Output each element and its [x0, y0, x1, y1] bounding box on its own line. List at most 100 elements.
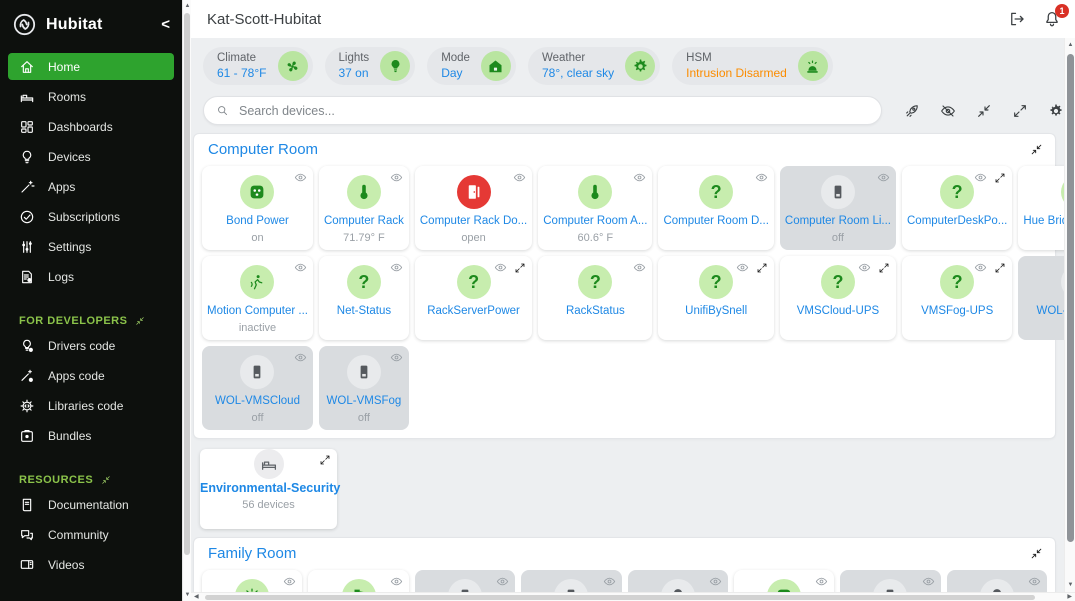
sidebar-item-videos[interactable]: Videos: [8, 551, 174, 578]
expand-icon[interactable]: [878, 262, 890, 274]
device-tile-bond-power[interactable]: Bond Power on: [202, 166, 313, 250]
expand-icon[interactable]: [1012, 103, 1028, 119]
sidebar-collapse-button[interactable]: <: [161, 16, 170, 33]
device-tile[interactable]: [946, 570, 1047, 593]
scroll-up-arrow-icon[interactable]: ▲: [1067, 42, 1074, 48]
device-tile[interactable]: [627, 570, 728, 593]
device-name[interactable]: WOL-Putteroom: [1036, 305, 1064, 317]
device-name[interactable]: Computer Room A...: [543, 215, 648, 227]
device-tile[interactable]: [308, 570, 409, 593]
device-tile[interactable]: [414, 570, 516, 593]
main-horizontal-scrollbar[interactable]: ◀ ▶: [191, 592, 1075, 601]
device-tile-unifibysnell[interactable]: ? UnifiBySnell: [658, 256, 774, 340]
expand-icon[interactable]: [994, 172, 1006, 184]
scroll-down-arrow-icon[interactable]: ▼: [184, 592, 191, 598]
search-input[interactable]: [237, 102, 869, 119]
status-chip-climate[interactable]: Climate 61 - 78°F: [203, 47, 313, 85]
device-name[interactable]: RackStatus: [565, 305, 625, 317]
sidebar-scrollbar-thumb[interactable]: [184, 13, 190, 555]
sidebar-item-settings[interactable]: Settings: [8, 233, 174, 260]
visibility-eye-icon[interactable]: [974, 171, 987, 184]
visibility-eye-icon[interactable]: [294, 351, 307, 364]
visibility-eye-icon[interactable]: [633, 261, 646, 274]
collapse-icon[interactable]: [976, 103, 992, 119]
visibility-eye-icon[interactable]: [513, 171, 526, 184]
device-name[interactable]: UnifiBySnell: [685, 305, 748, 317]
search-box[interactable]: [203, 96, 882, 125]
device-tile-computer-room-li[interactable]: Computer Room Li... off: [779, 166, 896, 250]
device-tile[interactable]: [202, 570, 303, 593]
visibility-eye-icon[interactable]: [877, 171, 890, 184]
device-tile-computer-rack[interactable]: Computer Rack 71.79° F: [318, 166, 409, 250]
device-tile-vmsfog-ups[interactable]: ? VMSFog-UPS: [902, 256, 1013, 340]
sidebar-item-dashboards[interactable]: Dashboards: [8, 113, 174, 140]
scroll-right-arrow-icon[interactable]: ▶: [1067, 594, 1072, 600]
sidebar-item-drivers-code[interactable]: Drivers code: [8, 332, 174, 359]
device-name[interactable]: Computer Room D...: [663, 215, 769, 227]
visibility-eye-icon[interactable]: [633, 171, 646, 184]
sidebar-item-bundles[interactable]: Bundles: [8, 422, 174, 449]
sidebar-item-documentation[interactable]: Documentation: [8, 491, 174, 518]
section-title-computer-room[interactable]: Computer Room: [208, 141, 319, 158]
device-tile-net-status[interactable]: ? Net-Status: [318, 256, 409, 340]
rocket-icon[interactable]: [904, 103, 920, 119]
visibility-eye-icon[interactable]: [603, 575, 616, 588]
visibility-eye-icon[interactable]: [390, 575, 403, 588]
device-name[interactable]: Hue Bridge (7BC09...: [1023, 215, 1064, 227]
visibility-eye-icon[interactable]: [709, 575, 722, 588]
device-name[interactable]: WOL-VMSFog: [326, 395, 402, 407]
device-tile[interactable]: [840, 570, 941, 593]
device-tile[interactable]: [733, 570, 835, 593]
sidebar-item-home[interactable]: Home: [8, 53, 174, 80]
sidebar-item-apps[interactable]: Apps: [8, 173, 174, 200]
sidebar-item-logs[interactable]: Logs: [8, 263, 174, 290]
visibility-eye-icon[interactable]: [974, 261, 987, 274]
status-chip-weather[interactable]: Weather 78°, clear sky: [527, 47, 661, 85]
expand-icon[interactable]: [756, 262, 768, 274]
device-tile-computerdeskpo[interactable]: ? ComputerDeskPo...: [902, 166, 1013, 250]
device-name[interactable]: ComputerDeskPo...: [907, 215, 1008, 227]
visibility-eye-icon[interactable]: [858, 261, 871, 274]
device-name[interactable]: WOL-VMSCloud: [214, 395, 300, 407]
device-tile-hue-bridge-7bc09[interactable]: ? Hue Bridge (7BC09...: [1018, 166, 1064, 250]
scroll-down-arrow-icon[interactable]: ▼: [1067, 582, 1074, 588]
status-chip-lights[interactable]: Lights 37 on: [324, 47, 416, 85]
device-tile-computer-room-a[interactable]: Computer Room A... 60.6° F: [538, 166, 653, 250]
eye-off-icon[interactable]: [940, 103, 956, 119]
device-name[interactable]: Computer Room Li...: [784, 215, 891, 227]
section-title-family-room[interactable]: Family Room: [208, 545, 297, 562]
collapse-section-icon[interactable]: [1030, 143, 1043, 156]
collapse-section-icon[interactable]: [1030, 547, 1043, 560]
device-tile-computer-rack-do[interactable]: Computer Rack Do... open: [414, 166, 533, 250]
device-tile-rackstatus[interactable]: ? RackStatus: [538, 256, 653, 340]
visibility-eye-icon[interactable]: [922, 575, 935, 588]
visibility-eye-icon[interactable]: [496, 575, 509, 588]
visibility-eye-icon[interactable]: [390, 351, 403, 364]
scroll-left-arrow-icon[interactable]: ◀: [194, 594, 199, 600]
visibility-eye-icon[interactable]: [390, 261, 403, 274]
visibility-eye-icon[interactable]: [1028, 575, 1041, 588]
notifications-bell-icon[interactable]: 1: [1043, 4, 1069, 28]
device-tile-wol-putteroom[interactable]: WOL-Putteroom off: [1018, 256, 1064, 340]
visibility-eye-icon[interactable]: [294, 171, 307, 184]
device-name[interactable]: Bond Power: [226, 215, 289, 227]
visibility-eye-icon[interactable]: [294, 261, 307, 274]
device-tile[interactable]: [521, 570, 622, 593]
sidebar-item-subscriptions[interactable]: Subscriptions: [8, 203, 174, 230]
device-name[interactable]: Computer Rack Do...: [419, 215, 528, 227]
device-tile-computer-room-d[interactable]: ? Computer Room D...: [658, 166, 774, 250]
room-card-environmental-security[interactable]: Environmental-Security 56 devices: [200, 449, 340, 529]
logout-icon[interactable]: [1008, 10, 1026, 28]
visibility-eye-icon[interactable]: [815, 575, 828, 588]
status-chip-mode[interactable]: Mode Day: [427, 47, 516, 85]
gear-icon[interactable]: [1048, 103, 1064, 119]
visibility-eye-icon[interactable]: [755, 171, 768, 184]
device-tile-vmscloud-ups[interactable]: ? VMSCloud-UPS: [779, 256, 896, 340]
device-tile-wol-vmscloud[interactable]: WOL-VMSCloud off: [202, 346, 313, 430]
device-tile-rackserverpower[interactable]: ? RackServerPower: [414, 256, 533, 340]
device-name[interactable]: Motion Computer ...: [207, 305, 308, 317]
expand-icon[interactable]: [514, 262, 526, 274]
sidebar-item-libraries-code[interactable]: Libraries code: [8, 392, 174, 419]
device-tile-motion-computer[interactable]: Motion Computer ... inactive: [202, 256, 313, 340]
expand-icon[interactable]: [319, 454, 331, 466]
